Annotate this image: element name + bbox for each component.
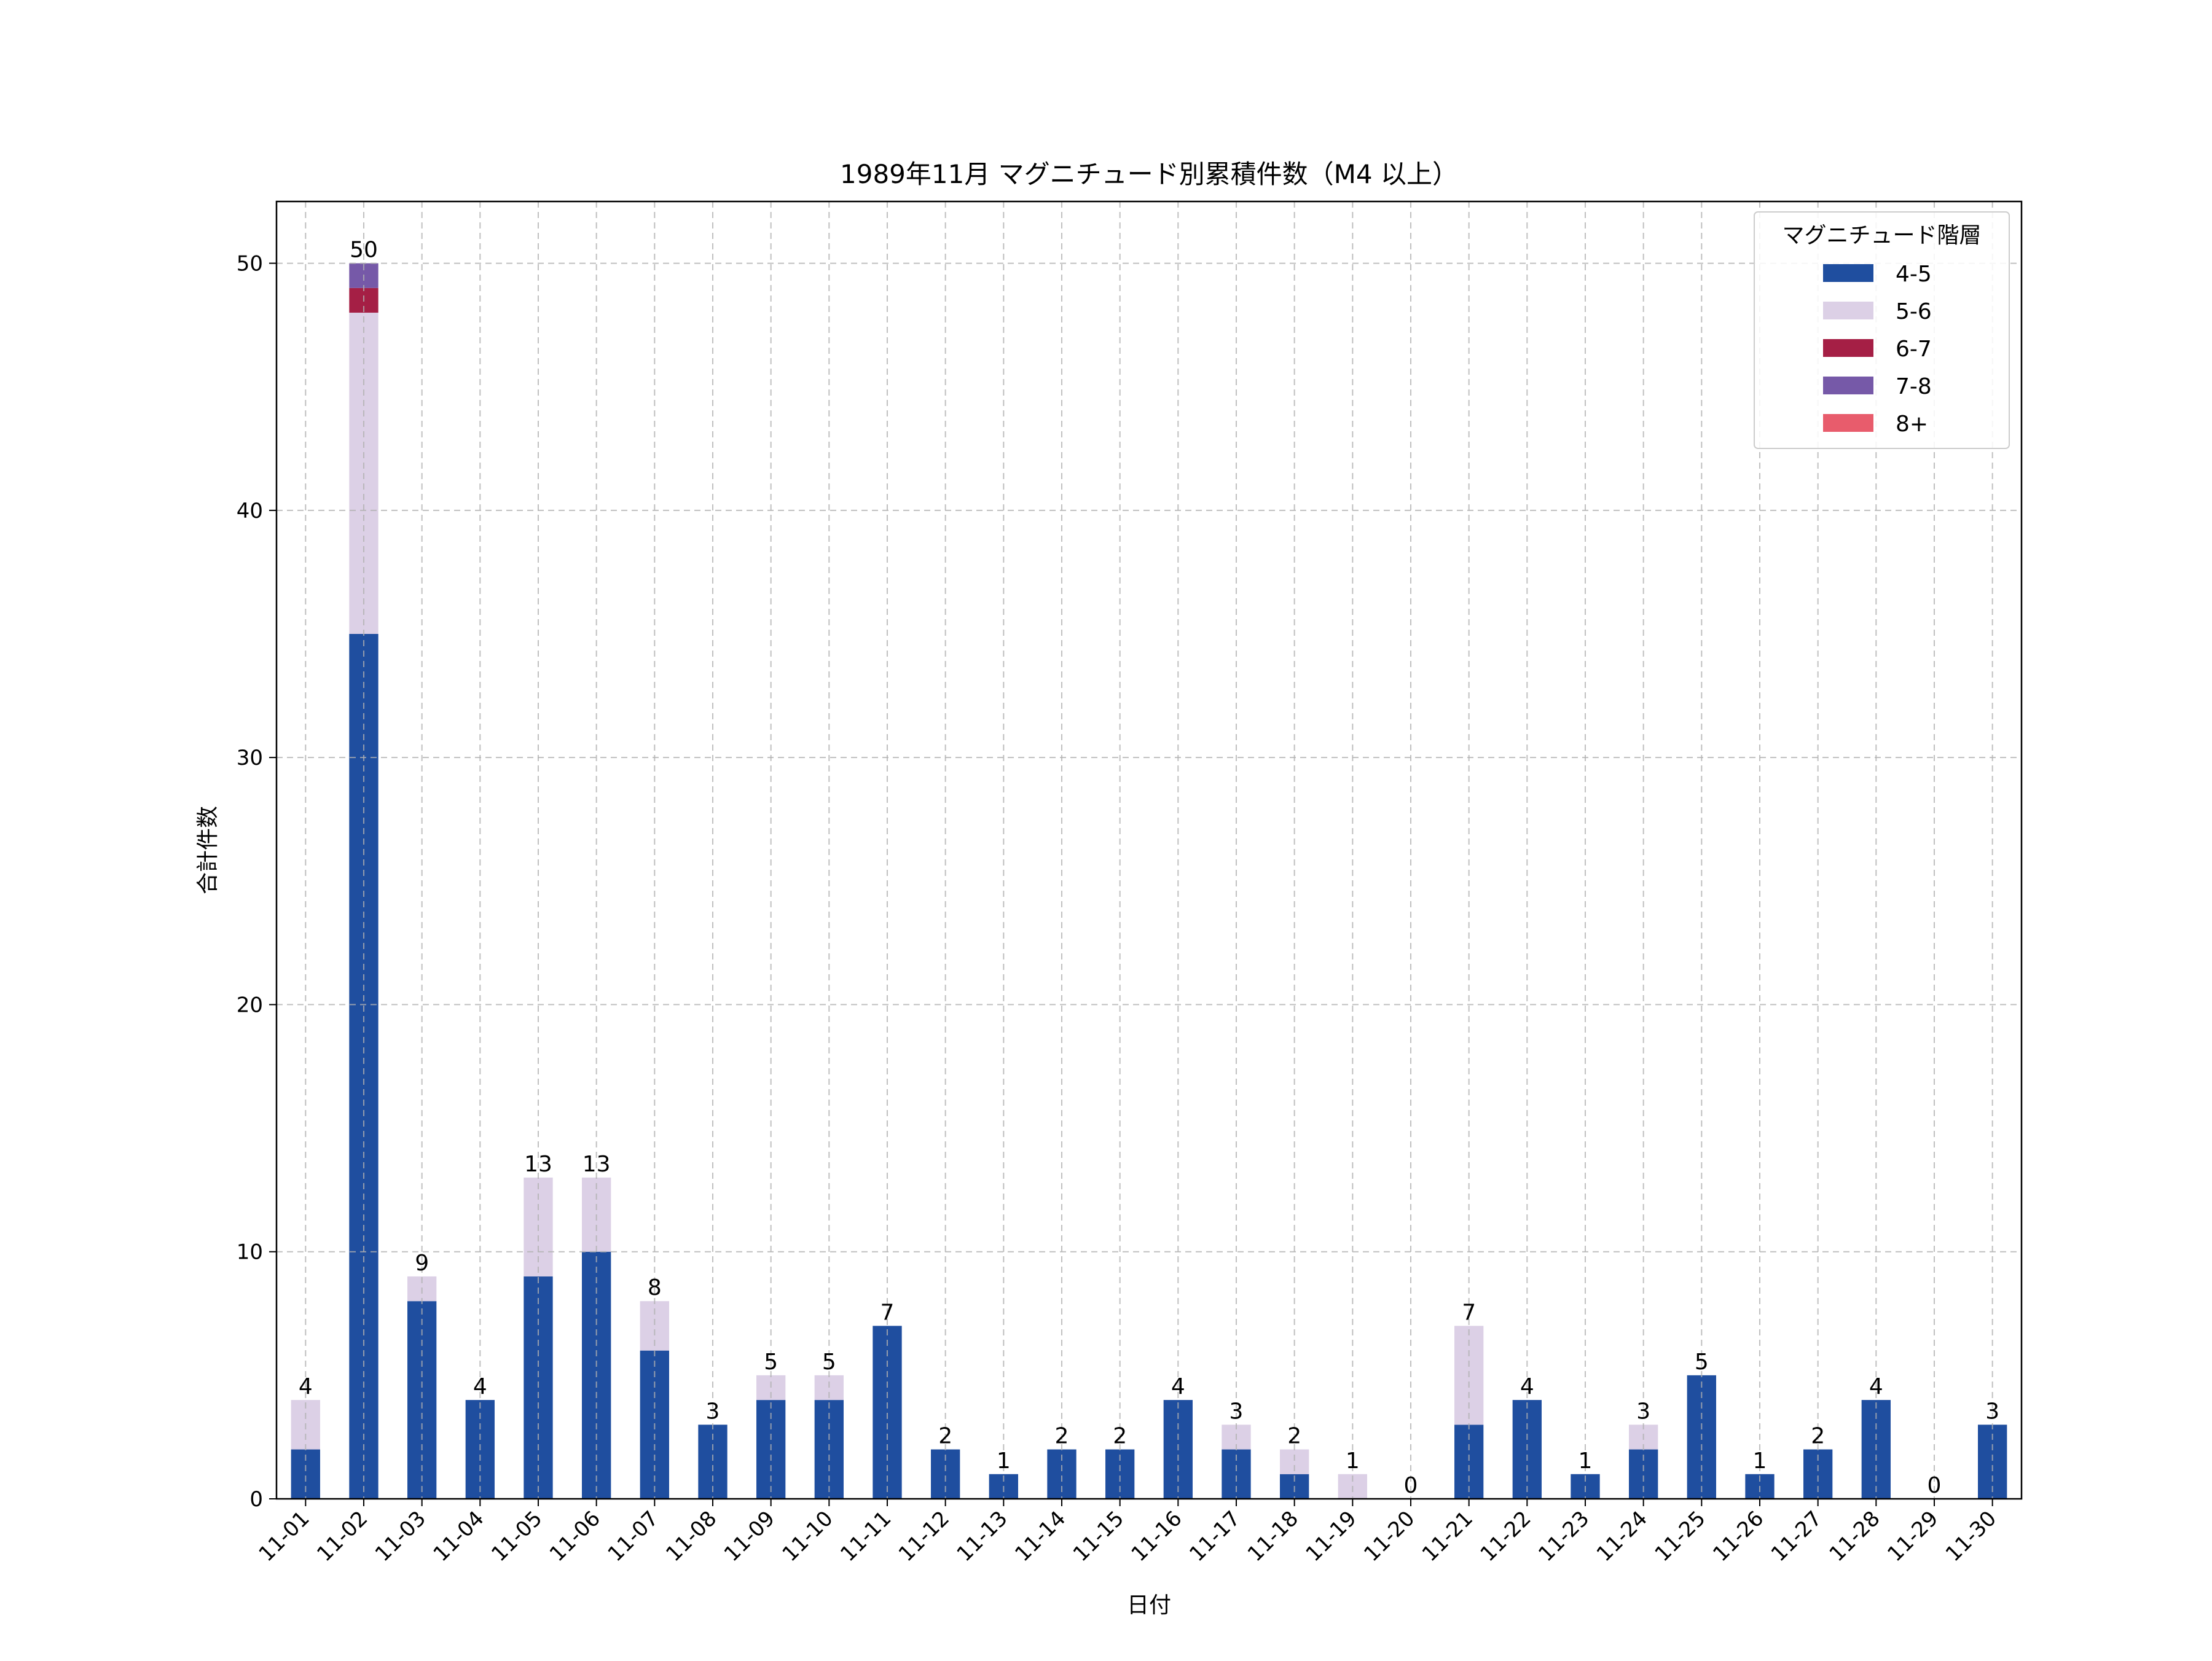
x-tick-label: 11-15 (1069, 1506, 1129, 1566)
x-tick-label: 11-05 (487, 1506, 547, 1566)
y-tick-label: 10 (237, 1240, 263, 1265)
y-tick-label: 50 (237, 252, 263, 276)
bar-total-label: 1 (1579, 1448, 1593, 1474)
legend-swatch (1823, 264, 1873, 282)
x-axis-title: 日付 (1127, 1593, 1171, 1618)
x-tick-label: 11-21 (1418, 1506, 1478, 1566)
bar-segment (349, 634, 378, 1499)
x-tick-label: 11-02 (312, 1506, 372, 1566)
legend-label: 4-5 (1896, 262, 1932, 287)
y-tick-label: 40 (237, 499, 263, 523)
y-axis: 0 10 20 30 40 50 (237, 252, 276, 1512)
chart-title: 1989年11月 マグニチュード別累積件数（M4 以上） (840, 159, 1458, 189)
bar-total-label: 4 (299, 1374, 313, 1399)
legend-label: 6-7 (1896, 337, 1932, 362)
legend-label: 5-6 (1896, 299, 1932, 324)
bar-total-label: 7 (880, 1300, 895, 1325)
x-tick-label: 11-11 (836, 1506, 896, 1566)
x-tick-label: 11-26 (1708, 1506, 1768, 1566)
legend-label: 8+ (1896, 412, 1928, 437)
bar-total-label: 13 (524, 1152, 552, 1177)
x-tick-label: 11-08 (661, 1506, 721, 1566)
plot-frame (275, 200, 2023, 1500)
x-tick-label: 11-22 (1476, 1506, 1536, 1566)
legend-items: 4-5 5-6 6-7 7-8 8+ (1823, 262, 1932, 437)
legend-swatch (1823, 302, 1873, 319)
y-tick-label: 30 (237, 746, 263, 770)
bar-total-label: 3 (706, 1399, 720, 1424)
x-tick-label: 11-17 (1185, 1506, 1245, 1566)
bar-total-label: 3 (1230, 1399, 1244, 1424)
legend-title: マグニチュード階層 (1782, 223, 1981, 248)
bar-total-label: 2 (1113, 1424, 1127, 1449)
bar-total-label: 1 (1346, 1448, 1360, 1474)
x-tick-label: 11-16 (1127, 1506, 1187, 1566)
x-tick-label: 11-14 (1010, 1506, 1070, 1566)
x-tick-label: 11-07 (603, 1506, 664, 1566)
bar-total-label: 0 (1928, 1473, 1942, 1498)
bar-total-label: 1 (997, 1448, 1011, 1474)
x-tick-label: 11-13 (952, 1506, 1013, 1566)
x-tick-label: 11-20 (1359, 1506, 1419, 1566)
x-tick-label: 11-03 (371, 1506, 431, 1566)
x-tick-label: 11-27 (1767, 1506, 1827, 1566)
bar-total-label: 4 (1171, 1374, 1185, 1399)
bar-total-label: 4 (1520, 1374, 1534, 1399)
bar-total-label: 9 (415, 1251, 429, 1276)
bar-total-label: 13 (582, 1152, 611, 1177)
x-tick-label: 11-12 (894, 1506, 954, 1566)
bar-total-label: 5 (764, 1350, 778, 1375)
bar-total-label: 2 (938, 1424, 952, 1449)
legend-swatch (1823, 377, 1873, 394)
x-tick-label: 11-06 (545, 1506, 605, 1566)
x-tick-label: 11-01 (254, 1506, 315, 1566)
x-tick-label: 11-29 (1883, 1506, 1943, 1566)
bar-total-label: 3 (1636, 1399, 1650, 1424)
bar-total-label: 5 (822, 1350, 836, 1375)
bar-total-label: 2 (1287, 1424, 1301, 1449)
bars-layer (291, 263, 2007, 1499)
x-tick-label: 11-25 (1650, 1506, 1711, 1566)
legend-label: 7-8 (1896, 374, 1932, 399)
legend-box (1754, 211, 2010, 449)
bar-total-label: 5 (1695, 1350, 1709, 1375)
bar-total-label: 0 (1404, 1473, 1418, 1498)
bar-total-label: 3 (1985, 1399, 1999, 1424)
bar-total-label: 50 (350, 238, 378, 263)
bar-total-label: 2 (1055, 1424, 1069, 1449)
x-tick-label: 11-09 (720, 1506, 780, 1566)
legend-swatch (1823, 414, 1873, 432)
x-axis: 11-0111-0211-0311-0411-0511-0611-0711-08… (254, 1499, 2001, 1566)
x-tick-label: 11-24 (1592, 1506, 1652, 1566)
legend-swatch (1823, 339, 1873, 357)
x-tick-label: 11-10 (778, 1506, 838, 1566)
bar-total-label: 4 (473, 1374, 487, 1399)
x-tick-label: 11-23 (1534, 1506, 1594, 1566)
x-tick-label: 11-18 (1243, 1506, 1303, 1566)
y-tick-label: 0 (249, 1487, 263, 1512)
bar-total-label: 7 (1462, 1300, 1476, 1325)
y-tick-label: 20 (237, 993, 263, 1017)
legend: マグニチュード階層 4-5 5-6 6-7 7-8 8+ (1754, 211, 2010, 449)
y-axis-title: 合計件数 (195, 806, 221, 894)
x-tick-label: 11-19 (1301, 1506, 1362, 1566)
x-tick-label: 11-30 (1941, 1506, 2001, 1566)
x-tick-label: 11-04 (429, 1506, 489, 1566)
bar-total-label: 2 (1811, 1424, 1825, 1449)
x-tick-label: 11-28 (1825, 1506, 1885, 1566)
bar-total-label: 4 (1869, 1374, 1883, 1399)
bar-total-label: 1 (1753, 1448, 1767, 1474)
bar-total-label: 8 (648, 1275, 662, 1300)
